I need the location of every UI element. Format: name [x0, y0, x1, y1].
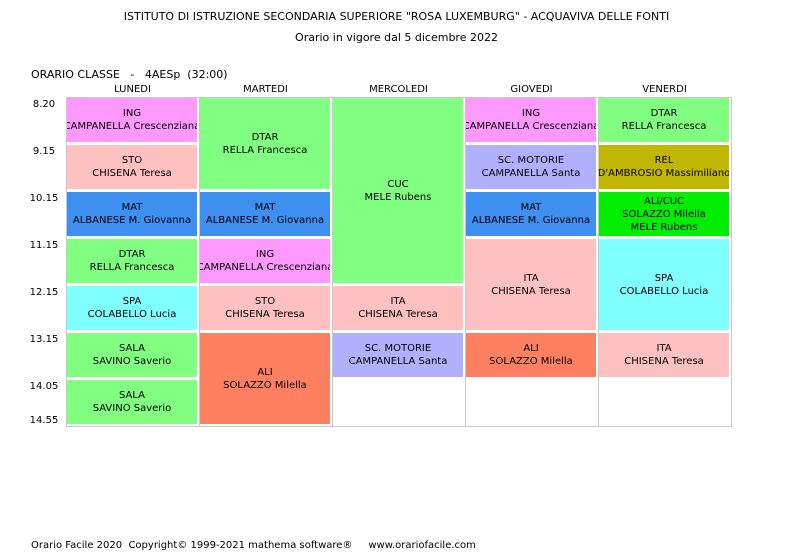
time-label: 11.15: [29, 240, 59, 251]
lesson-subject: STO: [121, 155, 143, 166]
column-divider: [199, 97, 200, 427]
lesson-teacher: SOLAZZO Milella: [223, 379, 307, 391]
lesson-subject: ITA: [523, 272, 539, 284]
lesson-cell[interactable]: SALA SAVINO Saverio: [67, 333, 197, 377]
lesson-teacher: CAMPANELLA Santa: [481, 168, 581, 179]
lesson-teacher: CHISENA Teresa: [225, 309, 305, 320]
lesson-teacher: RELLA Francesca: [222, 144, 308, 156]
time-label: 13.15: [29, 334, 59, 345]
day-header-mercoledi: MERCOLEDI: [369, 84, 428, 95]
schedule-validity: Orario in vigore dal 5 dicembre 2022: [295, 31, 498, 44]
lesson-cell[interactable]: SPA COLABELLO Lucia: [599, 239, 729, 330]
time-label: 14.05: [29, 381, 59, 392]
lesson-subject: DTAR: [650, 108, 678, 119]
lesson-subject: DTAR: [251, 131, 279, 143]
lesson-teacher: SOLAZZO Milella: [489, 356, 573, 367]
lesson-cell[interactable]: SC. MOTORIE CAMPANELLA Santa: [466, 145, 596, 189]
time-label: 14.55: [29, 415, 59, 426]
lesson-subject: SALA: [118, 343, 145, 354]
lesson-cell[interactable]: DTAR RELLA Francesca: [67, 239, 197, 283]
lesson-subject: ING: [521, 108, 541, 119]
lesson-subject: SPA: [654, 272, 674, 284]
lesson-cell[interactable]: MAT ALBANESE M. Giovanna: [67, 192, 197, 236]
time-label: 8.20: [32, 99, 56, 110]
lesson-subject: REL: [654, 155, 674, 166]
lesson-subject: MAT: [121, 202, 143, 213]
lesson-teacher: COLABELLO Lucia: [619, 285, 709, 297]
lesson-cell[interactable]: STO CHISENA Teresa: [67, 145, 197, 189]
lesson-teacher: CAMPANELLA Crescenziana: [67, 121, 197, 132]
lesson-subject: ING: [122, 108, 142, 119]
lesson-teacher: MELE Rubens: [364, 191, 432, 203]
lesson-subject: SC. MOTORIE: [497, 155, 565, 166]
day-header-giovedi: GIOVEDI: [510, 84, 553, 95]
footer-copyright: Orario Facile 2020 Copyright© 1999-2021 …: [31, 540, 476, 551]
lesson-cell[interactable]: ALI SOLAZZO Milella: [466, 333, 596, 377]
lesson-teacher: SOLAZZO Milella: [622, 208, 706, 220]
lesson-subject: SC. MOTORIE: [364, 343, 432, 354]
lesson-subject: STO: [254, 296, 276, 307]
lesson-teacher: CAMPANELLA Crescenziana: [200, 262, 330, 273]
lesson-subject: SALA: [118, 390, 145, 401]
column-divider: [332, 97, 333, 427]
time-label: 12.15: [29, 287, 59, 298]
lesson-subject: ALI: [257, 366, 273, 378]
lesson-subject: DTAR: [118, 249, 146, 260]
lesson-teacher: COLABELLO Lucia: [87, 309, 177, 320]
lesson-teacher: CHISENA Teresa: [624, 356, 704, 367]
lesson-subject: MAT: [520, 202, 542, 213]
lesson-subject: ALI/CUC: [643, 195, 684, 207]
lesson-subject: ING: [255, 249, 275, 260]
lesson-cell[interactable]: ITA CHISENA Teresa: [599, 333, 729, 377]
lesson-teacher: CAMPANELLA Crescenziana: [466, 121, 596, 132]
lesson-cell[interactable]: SALA SAVINO Saverio: [67, 380, 197, 424]
lesson-cell[interactable]: SC. MOTORIE CAMPANELLA Santa: [333, 333, 463, 377]
lesson-subject: SPA: [122, 296, 142, 307]
lesson-cell[interactable]: MAT ALBANESE M. Giovanna: [200, 192, 330, 236]
lesson-teacher: ALBANESE M. Giovanna: [72, 215, 192, 226]
lesson-teacher: MELE Rubens: [630, 221, 698, 233]
column-divider: [465, 97, 466, 427]
lesson-teacher: SAVINO Saverio: [92, 403, 172, 414]
lesson-subject: ITA: [656, 343, 672, 354]
lesson-subject: ALI: [523, 343, 539, 354]
lesson-subject: CUC: [387, 178, 409, 190]
class-label: ORARIO CLASSE - 4AESp (32:00): [31, 68, 228, 81]
lesson-cell[interactable]: DTAR RELLA Francesca: [200, 98, 330, 189]
lesson-cell[interactable]: STO CHISENA Teresa: [200, 286, 330, 330]
lesson-teacher: ALBANESE M. Giovanna: [471, 215, 591, 226]
lesson-teacher: ALBANESE M. Giovanna: [205, 215, 325, 226]
day-header-martedi: MARTEDI: [243, 84, 288, 95]
lesson-subject: MAT: [254, 202, 276, 213]
lesson-cell[interactable]: ALI SOLAZZO Milella: [200, 333, 330, 424]
lesson-cell[interactable]: ING CAMPANELLA Crescenziana: [466, 98, 596, 142]
lesson-teacher: CHISENA Teresa: [92, 168, 172, 179]
lesson-cell[interactable]: CUC MELE Rubens: [333, 98, 463, 283]
lesson-cell[interactable]: ING CAMPANELLA Crescenziana: [67, 98, 197, 142]
lesson-teacher: RELLA Francesca: [89, 262, 175, 273]
lesson-cell[interactable]: ALI/CUC SOLAZZO Milella MELE Rubens: [599, 192, 729, 236]
lesson-cell[interactable]: SPA COLABELLO Lucia: [67, 286, 197, 330]
lesson-cell[interactable]: ITA CHISENA Teresa: [333, 286, 463, 330]
lesson-cell[interactable]: MAT ALBANESE M. Giovanna: [466, 192, 596, 236]
lesson-teacher: RELLA Francesca: [621, 121, 707, 132]
time-label: 10.15: [29, 193, 59, 204]
column-divider: [598, 97, 599, 427]
lesson-teacher: D'AMBROSIO Massimiliano: [599, 168, 729, 179]
day-header-venerdi: VENERDI: [642, 84, 687, 95]
lesson-cell[interactable]: DTAR RELLA Francesca: [599, 98, 729, 142]
lesson-cell[interactable]: ING CAMPANELLA Crescenziana: [200, 239, 330, 283]
lesson-teacher: CHISENA Teresa: [491, 285, 571, 297]
lesson-teacher: CAMPANELLA Santa: [348, 356, 448, 367]
lesson-teacher: CHISENA Teresa: [358, 309, 438, 320]
lesson-teacher: SAVINO Saverio: [92, 356, 172, 367]
lesson-subject: ITA: [390, 296, 406, 307]
day-header-lunedi: LUNEDI: [114, 84, 151, 95]
school-title: ISTITUTO DI ISTRUZIONE SECONDARIA SUPERI…: [123, 10, 670, 23]
lesson-cell[interactable]: ITA CHISENA Teresa: [466, 239, 596, 330]
time-label: 9.15: [32, 146, 56, 157]
lesson-cell[interactable]: REL D'AMBROSIO Massimiliano: [599, 145, 729, 189]
